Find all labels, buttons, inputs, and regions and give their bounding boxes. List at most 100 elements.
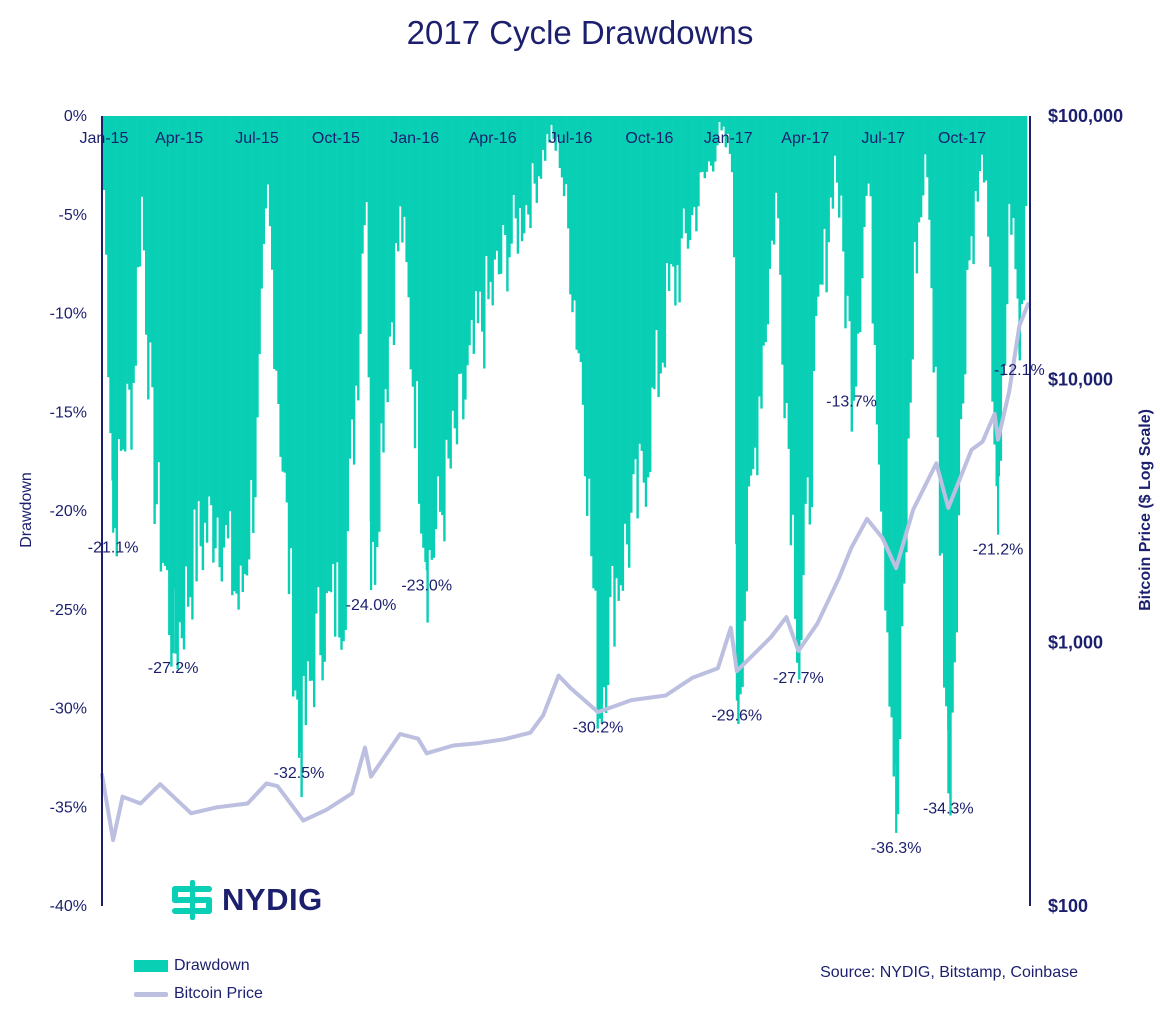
drawdown-bar: [789, 116, 793, 546]
drawdown-bar: [831, 116, 835, 209]
drawdown-bar: [510, 116, 513, 244]
drawdown-bar: [409, 116, 412, 370]
drawdown-bar: [863, 116, 866, 227]
drawdown-bar: [455, 116, 459, 445]
drawdown-bar: [880, 116, 883, 512]
drawdown-bar: [350, 116, 354, 420]
drawdown-bar: [989, 116, 992, 267]
drawdown-bar: [733, 116, 736, 258]
drawdown-bar: [615, 116, 618, 579]
drawdown-bar: [775, 116, 778, 193]
drawdown-bar: [453, 116, 457, 429]
drawdown-bar: [119, 116, 123, 451]
drawdown-bar: [516, 116, 520, 254]
drawdown-bar: [145, 116, 148, 335]
drawdown-bar: [712, 116, 715, 172]
drawdown-bar: [1016, 116, 1019, 299]
drawdown-bar: [252, 116, 255, 534]
drawdown-bar: [821, 116, 824, 285]
drawdown-bar: [275, 116, 278, 371]
x-tick-label: Oct-16: [625, 130, 673, 147]
drawdown-bar: [777, 116, 780, 219]
x-tick-label: Oct-15: [312, 130, 360, 147]
drawdown-bar: [153, 116, 156, 524]
drawdown-bar: [699, 116, 702, 173]
drawdown-bar: [539, 116, 543, 179]
drawdown-trough-bar: [298, 116, 301, 758]
drawdown-bar: [464, 116, 467, 400]
drawdown-bar: [495, 116, 499, 251]
drawdown-bar: [121, 116, 125, 450]
legend-item-price: Bitcoin Price: [134, 985, 263, 1003]
drawdown-bar: [439, 116, 442, 512]
drawdown-bar: [588, 116, 591, 479]
drawdown-bar: [802, 116, 805, 576]
drawdown-bar: [598, 116, 601, 719]
drawdown-bar: [373, 116, 377, 585]
drawdown-bar: [378, 116, 381, 532]
drawdown-bar: [283, 116, 286, 473]
drawdown-bar: [968, 116, 971, 261]
drawdown-trough-bar: [172, 116, 175, 654]
drawdown-bar: [762, 116, 765, 346]
drawdown-bar: [611, 116, 614, 566]
drawdown-bar: [489, 116, 492, 282]
drawdown-bar: [1003, 116, 1007, 366]
drawdown-bar: [208, 116, 211, 497]
drawdown-bar: [974, 116, 977, 192]
drawdown-trough-bar: [997, 116, 1000, 535]
drawdown-area: [103, 116, 1028, 833]
drawdown-bar: [825, 116, 828, 293]
trough-label: -21.1%: [88, 540, 139, 557]
drawdown-bar: [306, 116, 310, 662]
drawdown-bar: [184, 116, 188, 567]
drawdown-bar: [859, 116, 862, 333]
drawdown-bar: [493, 116, 496, 260]
drawdown-trough-bar: [947, 116, 950, 794]
drawdown-bar: [823, 116, 826, 229]
drawdown-bar: [1006, 116, 1009, 305]
drawdown-bar: [594, 116, 597, 591]
drawdown-bar: [604, 116, 608, 713]
drawdown-bar: [982, 116, 986, 183]
drawdown-bar: [760, 116, 763, 409]
drawdown-bar: [556, 116, 559, 137]
drawdown-bar: [938, 116, 942, 556]
drawdown-bar: [166, 116, 169, 571]
drawdown-bar: [728, 116, 732, 154]
drawdown-bar: [304, 116, 307, 726]
drawdown-bar: [936, 116, 940, 438]
drawdown-bar: [623, 116, 627, 524]
drawdown-bar: [800, 116, 803, 641]
drawdown-bar: [838, 116, 841, 218]
y2-tick-label: $100,000: [1048, 106, 1123, 126]
drawdown-bar: [959, 116, 963, 420]
price-line: [100, 302, 1030, 843]
drawdown-bar: [266, 116, 270, 185]
drawdown-bar: [875, 116, 879, 425]
drawdown-bar: [338, 116, 341, 638]
drawdown-bar: [703, 116, 706, 179]
drawdown-bar: [487, 116, 490, 300]
drawdown-bar: [953, 116, 956, 663]
drawdown-bar: [361, 116, 364, 254]
drawdown-bar: [781, 116, 784, 365]
drawdown-trough-bar: [425, 116, 428, 571]
drawdown-bar: [856, 116, 860, 334]
drawdown-bar: [336, 116, 339, 563]
drawdown-bar: [667, 116, 671, 291]
drawdown-bar: [716, 116, 719, 146]
drawdown-trough-bar: [112, 116, 115, 533]
drawdown-bar: [560, 116, 564, 178]
drawdown-bar: [170, 116, 173, 667]
drawdown-bar: [411, 116, 415, 387]
drawdown-bar: [201, 116, 205, 571]
drawdown-bar: [474, 116, 478, 292]
drawdown-bar: [720, 116, 723, 131]
drawdown-bar: [709, 116, 713, 166]
drawdown-bar: [957, 116, 961, 516]
drawdown-bar: [325, 116, 328, 594]
drawdown-bar: [197, 116, 200, 502]
drawdown-bar: [1008, 116, 1011, 205]
drawdown-bar: [541, 116, 545, 150]
